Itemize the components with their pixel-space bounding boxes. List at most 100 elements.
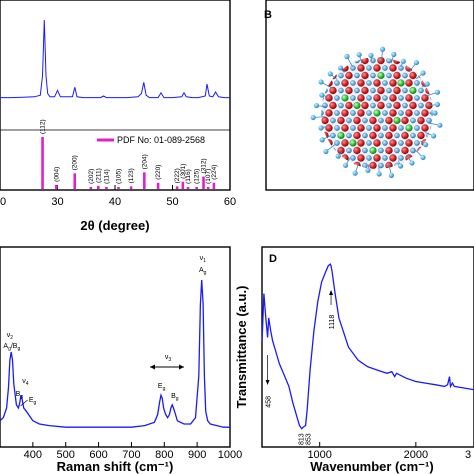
reference-peak-label: (220) <box>155 165 162 180</box>
atom <box>386 102 392 109</box>
atom <box>409 86 417 94</box>
atom <box>398 95 404 101</box>
atom <box>409 71 417 80</box>
atom <box>313 102 320 109</box>
atom <box>389 94 397 102</box>
atom <box>424 81 430 87</box>
x-tick-label: 500 <box>57 449 75 461</box>
atom <box>397 79 405 87</box>
atom <box>370 102 376 109</box>
x-tick-label: 900 <box>188 449 206 461</box>
atom <box>369 161 377 169</box>
atom <box>401 131 409 140</box>
atom <box>353 131 361 140</box>
nu3-arrow <box>150 364 184 370</box>
reference-peak-label: (116) <box>185 169 192 184</box>
atom <box>366 140 372 146</box>
reference-peak-label: (301) <box>180 164 187 179</box>
atom <box>398 140 404 146</box>
atom <box>319 92 325 98</box>
atom <box>394 132 400 139</box>
atom <box>382 155 388 161</box>
atom <box>346 147 352 154</box>
reference-peak-label: (125) <box>194 169 201 184</box>
atom <box>432 110 438 116</box>
atom <box>405 124 413 132</box>
atom <box>377 57 385 65</box>
atom <box>373 64 381 72</box>
x-tick-label: 700 <box>122 449 140 461</box>
x-tick-label: 2000 <box>404 449 428 461</box>
atom <box>341 124 349 132</box>
atom <box>402 102 408 109</box>
atom <box>377 101 385 110</box>
x-tick-label: 60 <box>224 196 236 208</box>
atom <box>369 131 377 140</box>
peak-annotation: 458 <box>266 396 273 408</box>
atom <box>414 140 420 146</box>
atom <box>352 170 358 176</box>
atom <box>345 71 353 80</box>
atom <box>357 109 365 117</box>
atom <box>329 101 337 110</box>
atom <box>417 131 425 140</box>
atom <box>405 139 413 147</box>
atom <box>373 94 381 102</box>
atom <box>402 72 408 79</box>
legend: PDF No: 01-089-2568 <box>97 135 205 145</box>
atom <box>388 172 394 178</box>
atom <box>345 86 353 95</box>
atom <box>327 71 333 77</box>
atom <box>357 124 365 132</box>
atom <box>350 125 356 131</box>
atom <box>322 102 328 109</box>
atom <box>402 87 408 94</box>
atom <box>398 155 404 161</box>
peak-annotation: 813 <box>299 433 306 445</box>
panel-b: B <box>264 0 474 191</box>
atom <box>389 109 397 117</box>
atom <box>430 133 437 139</box>
atom <box>341 109 349 117</box>
atom <box>318 79 324 85</box>
atom <box>385 131 393 140</box>
atom <box>362 162 368 169</box>
reference-peak-label: (123) <box>128 168 135 183</box>
atom <box>370 72 376 79</box>
atom <box>414 95 420 101</box>
atom <box>353 116 361 125</box>
panel-a: 20 30 40 50 60 (112) (004) (200) (202)(211)(114… <box>0 0 236 233</box>
atom <box>386 57 392 64</box>
atom <box>377 86 385 95</box>
peak-annotation: ν2 <box>7 332 14 341</box>
atom <box>350 155 356 161</box>
atom <box>368 52 374 58</box>
atom <box>391 51 397 57</box>
x-tick-label: 40 <box>109 196 121 208</box>
atom <box>393 116 401 124</box>
ftir-series-line <box>261 263 474 430</box>
atom <box>405 79 413 87</box>
atom <box>394 147 400 154</box>
reference-peak-label: (312) <box>201 158 208 173</box>
atom <box>344 53 350 60</box>
atom <box>421 124 429 132</box>
atom <box>366 110 372 116</box>
atom <box>335 153 341 159</box>
atom <box>338 87 344 94</box>
xrd-series-line <box>0 19 230 99</box>
atom <box>414 125 420 131</box>
atom <box>373 79 381 87</box>
reference-peak-label: (004) <box>53 167 60 182</box>
atom <box>362 132 368 139</box>
panel-a-x-label: 2θ (degree) <box>80 218 149 233</box>
atom <box>361 101 369 110</box>
panel-a-x-ticks: 20 30 40 50 60 <box>0 185 236 208</box>
atom <box>337 146 345 155</box>
atom <box>385 146 393 155</box>
atom <box>405 64 413 72</box>
reference-peak-label: (222) <box>174 168 181 183</box>
atom <box>366 125 372 131</box>
peak-annotation: ν3 <box>165 354 172 363</box>
panel-b-letter: B <box>264 9 272 21</box>
